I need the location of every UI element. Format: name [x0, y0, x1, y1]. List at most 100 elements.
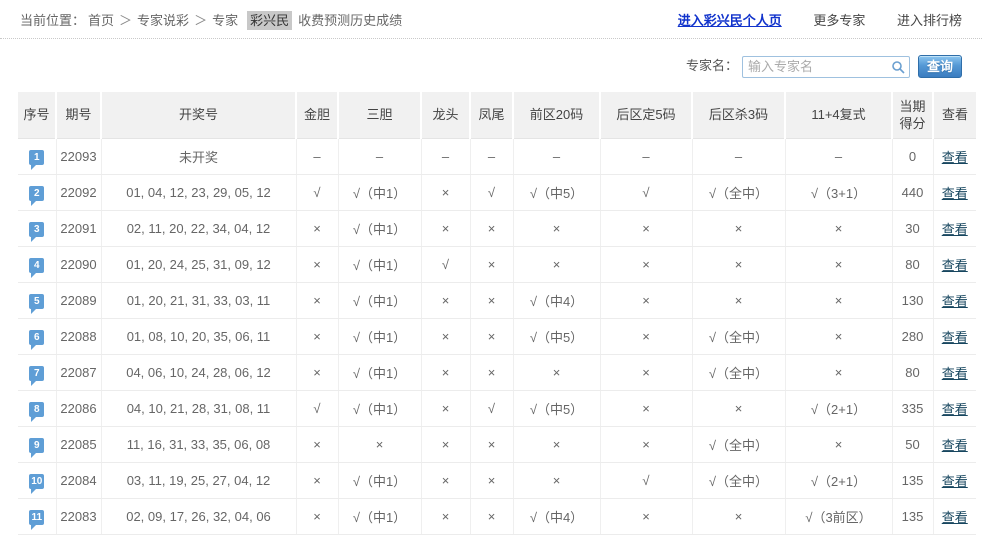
cell-three-dan: √（中1）	[338, 174, 422, 211]
cell-score: 80	[892, 354, 934, 391]
view-link[interactable]: 查看	[941, 401, 968, 417]
row-number-badge: 9	[29, 437, 45, 458]
cell-view: 查看	[933, 498, 976, 535]
cell-seq: 7	[18, 354, 57, 391]
cell-compound-11-4: ×	[785, 318, 893, 355]
cell-phoenix-tail: ×	[470, 210, 514, 247]
table-row: 1 22093 未开奖 – – – – – – – –0 查看	[18, 138, 976, 175]
column-header-front-20: 前区20码	[513, 92, 601, 139]
table-body: 1 22093 未开奖 – – – – – – – –0 查看 2 22092 01, 04, 12, 23…	[18, 138, 976, 535]
cell-three-dan: √（中1）	[338, 318, 422, 355]
cell-three-dan: √（中1）	[338, 282, 422, 319]
cell-view: 查看	[933, 246, 976, 283]
cell-front-20: ×	[513, 354, 601, 391]
cell-draw-numbers: 11, 16, 31, 33, 35, 06, 08	[101, 426, 297, 463]
column-header-dragon-head: 龙头	[421, 92, 471, 139]
row-number-badge: 5	[29, 293, 45, 314]
view-link[interactable]: 查看	[941, 257, 968, 273]
page-title: 收费预测历史成绩	[298, 13, 403, 28]
cell-score: 130	[892, 282, 934, 319]
cell-view: 查看	[933, 462, 976, 499]
table-row: 6 22088 01, 08, 10, 20, 35, 06, 11 × √（中1） × ×…	[18, 318, 976, 355]
cell-front-20: √（中4）	[513, 498, 601, 535]
cell-phoenix-tail: ×	[470, 462, 514, 499]
breadcrumb-home-link[interactable]: 首页	[88, 13, 115, 28]
cell-seq: 8	[18, 390, 57, 427]
cell-golden-dan: ×	[296, 318, 339, 355]
view-link[interactable]: 查看	[941, 437, 968, 453]
column-header-golden-dan: 金胆	[296, 92, 339, 139]
cell-draw-numbers: 04, 10, 21, 28, 31, 08, 11	[101, 390, 297, 427]
column-header-seq: 序号	[18, 92, 57, 139]
table-row: 4 22090 01, 20, 24, 25, 31, 09, 12 × √（中1） √ ×…	[18, 246, 976, 283]
cell-three-dan: –	[338, 138, 422, 175]
cell-score: 135	[892, 462, 934, 499]
cell-draw-numbers: 01, 20, 24, 25, 31, 09, 12	[101, 246, 297, 283]
cell-compound-11-4: ×	[785, 282, 893, 319]
cell-compound-11-4: √（2+1）	[785, 462, 893, 499]
column-header-phoenix-tail: 凤尾	[470, 92, 514, 139]
cell-draw-numbers: 02, 09, 17, 26, 32, 04, 06	[101, 498, 297, 535]
cell-front-20: ×	[513, 426, 601, 463]
cell-issue: 22093	[56, 138, 102, 175]
ranking-link[interactable]: 进入排行榜	[896, 13, 962, 28]
view-link[interactable]: 查看	[941, 473, 968, 489]
cell-view: 查看	[933, 210, 976, 247]
cell-back-kill3: √（全中）	[692, 354, 786, 391]
cell-golden-dan: ×	[296, 354, 339, 391]
view-link[interactable]: 查看	[941, 221, 968, 237]
table-row: 7 22087 04, 06, 10, 24, 28, 06, 12 × √（中1） × ×…	[18, 354, 976, 391]
cell-golden-dan: √	[296, 390, 339, 427]
cell-compound-11-4: ×	[785, 210, 893, 247]
expert-profile-link[interactable]: 进入彩兴民个人页	[677, 13, 782, 28]
cell-front-20: ×	[513, 210, 601, 247]
cell-issue: 22090	[56, 246, 102, 283]
table-row: 5 22089 01, 20, 21, 31, 33, 03, 11 × √（中1） × ×…	[18, 282, 976, 319]
view-link[interactable]: 查看	[941, 293, 968, 309]
row-number-badge: 7	[29, 365, 45, 386]
breadcrumb-label: 当前位置：	[20, 13, 86, 28]
prediction-history-table: 序号 期号 开奖号 金胆 三胆 龙头 凤尾 前区20码 后区定5码 后区杀3码 11+4复式 当期得分…	[18, 92, 976, 535]
breadcrumb-separator: ＞	[194, 13, 208, 28]
cell-golden-dan: ×	[296, 246, 339, 283]
cell-seq: 3	[18, 210, 57, 247]
cell-back-fix5: ×	[600, 498, 693, 535]
cell-seq: 5	[18, 282, 57, 319]
more-experts-link[interactable]: 更多专家	[813, 13, 866, 28]
cell-view: 查看	[933, 390, 976, 427]
cell-dragon-head: ×	[421, 498, 471, 535]
table-header-row: 序号 期号 开奖号 金胆 三胆 龙头 凤尾 前区20码 后区定5码 后区杀3码 11+4复式 当期得分…	[18, 92, 976, 139]
cell-phoenix-tail: ×	[470, 246, 514, 283]
cell-three-dan: √（中1）	[338, 354, 422, 391]
cell-back-fix5: ×	[600, 282, 693, 319]
cell-front-20: √（中5）	[513, 390, 601, 427]
cell-phoenix-tail: ×	[470, 426, 514, 463]
cell-score: 0	[892, 138, 934, 175]
cell-front-20: √（中5）	[513, 318, 601, 355]
cell-front-20: ×	[513, 462, 601, 499]
view-link[interactable]: 查看	[941, 329, 968, 345]
cell-dragon-head: ×	[421, 210, 471, 247]
cell-golden-dan: ×	[296, 498, 339, 535]
row-number-badge: 11	[29, 509, 45, 530]
cell-golden-dan: ×	[296, 210, 339, 247]
table-row: 11 22083 02, 09, 17, 26, 32, 04, 06 × √（中1） ×…	[18, 498, 976, 535]
breadcrumb-expert-link[interactable]: 专家	[212, 13, 239, 28]
cell-issue: 22092	[56, 174, 102, 211]
breadcrumb-expert-talk-link[interactable]: 专家说彩	[137, 13, 190, 28]
cell-phoenix-tail: √	[470, 390, 514, 427]
column-header-view: 查看	[933, 92, 976, 139]
cell-draw-numbers: 03, 11, 19, 25, 27, 04, 12	[101, 462, 297, 499]
cell-view: 查看	[933, 354, 976, 391]
query-button[interactable]: 查询	[917, 55, 962, 79]
view-link[interactable]: 查看	[941, 509, 968, 525]
expert-name-input[interactable]	[741, 55, 910, 78]
view-link[interactable]: 查看	[941, 185, 968, 201]
cell-back-kill3: √（全中）	[692, 462, 786, 499]
cell-score: 80	[892, 246, 934, 283]
row-number-badge: 6	[29, 329, 45, 350]
cell-back-kill3: –	[692, 138, 786, 175]
cell-golden-dan: –	[296, 138, 339, 175]
view-link[interactable]: 查看	[941, 365, 968, 381]
view-link[interactable]: 查看	[941, 149, 968, 165]
